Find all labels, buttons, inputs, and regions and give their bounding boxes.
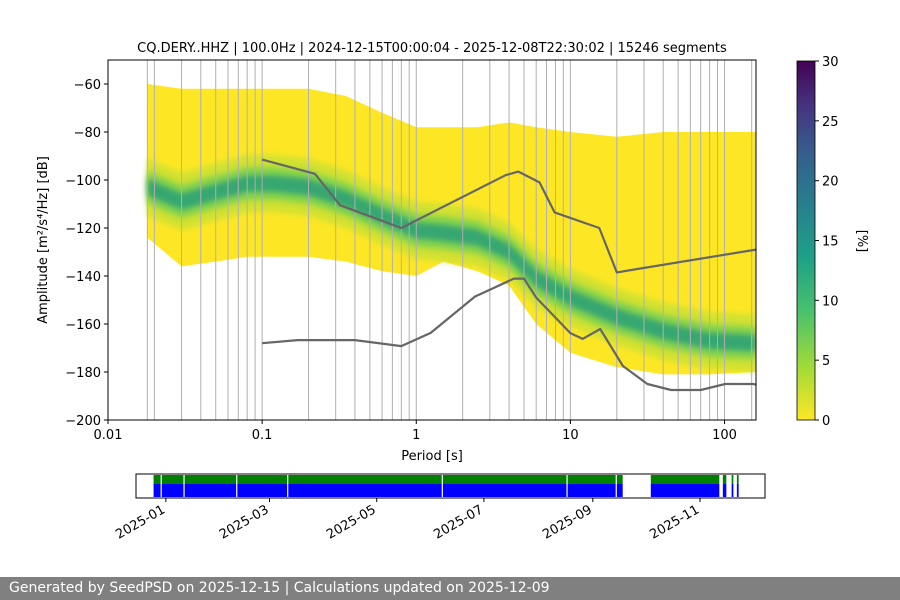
timeline-data-segment <box>736 484 739 497</box>
timeline-gap <box>287 475 289 497</box>
y-tick-label: −120 <box>65 222 101 237</box>
timeline-tick-label: 2025-09 <box>540 502 595 542</box>
timeline-data-segment <box>650 484 720 497</box>
timeline-psd-segment <box>736 475 739 484</box>
timeline-data-segment <box>153 484 623 497</box>
y-tick-label: −60 <box>74 78 101 93</box>
timeline-tick-label: 2025-05 <box>324 502 379 542</box>
colorbar-label: [%] <box>854 230 869 253</box>
x-tick-label: 0.01 <box>94 428 123 443</box>
timeline-tick-label: 2025-01 <box>113 502 168 542</box>
psd-heatmap <box>147 84 756 375</box>
timeline-tick-label: 2025-11 <box>647 502 702 542</box>
y-tick-label: −80 <box>74 126 101 141</box>
y-tick-label: −100 <box>65 174 101 189</box>
x-tick-label: 1 <box>412 428 420 443</box>
timeline-tick-label: 2025-07 <box>431 502 486 542</box>
y-tick-label: −200 <box>65 414 101 429</box>
chart-title: CQ.DERY..HHZ | 100.0Hz | 2024-12-15T00:0… <box>137 41 727 56</box>
timeline-availability <box>153 475 739 497</box>
colorbar-tick-label: 5 <box>822 354 830 369</box>
y-tick-label: −180 <box>65 366 101 381</box>
timeline-gap <box>160 475 162 497</box>
timeline-date-axis: 2025-01 2025-03 2025-05 2025-07 2025-09 2025-… <box>113 498 702 543</box>
x-tick-label: 10 <box>562 428 579 443</box>
x-axis: 0.01 0.1 1 10 100 <box>94 420 737 443</box>
timeline-psd-segment <box>731 475 734 484</box>
x-tick-label: 0.1 <box>252 428 273 443</box>
psd-band-core <box>147 175 756 352</box>
y-axis: −200 −180 −160 −140 −120 −100 −80 −60 <box>65 78 108 429</box>
noise-models <box>261 158 756 392</box>
timeline-gap <box>615 475 617 497</box>
vertical-gridlines <box>146 60 753 420</box>
colorbar-tick-label: 10 <box>822 294 839 309</box>
x-tick-label: 100 <box>712 428 737 443</box>
y-axis-label: Amplitude [m²/s⁴/Hz] [dB] <box>36 156 51 324</box>
plot-frame <box>107 59 757 421</box>
timeline-gap <box>566 475 568 497</box>
colorbar-tick-label: 20 <box>822 175 839 190</box>
timeline-frame <box>135 473 766 499</box>
timeline-tick-label: 2025-03 <box>217 502 272 542</box>
colorbar-tick-label: 30 <box>822 55 839 70</box>
x-axis-label: Period [s] <box>401 449 463 464</box>
noise-model-low-line <box>262 277 756 392</box>
timeline-gap <box>236 475 238 497</box>
timeline-psd-segment <box>153 475 623 484</box>
footer-generated-info: Generated by SeedPSD on 2025-12-15 | Cal… <box>0 577 900 600</box>
colorbar-tick-label: 25 <box>822 115 839 130</box>
timeline-data-segment <box>722 484 727 497</box>
timeline-data-segment <box>731 484 734 497</box>
psd-chart: CQ.DERY..HHZ | 100.0Hz | 2024-12-15T00:0… <box>36 41 869 543</box>
y-tick-label: −160 <box>65 318 101 333</box>
colorbar-tick-label: 0 <box>822 414 830 429</box>
timeline-gap <box>441 475 443 497</box>
colorbar <box>796 60 816 421</box>
timeline-psd-segment <box>650 475 720 484</box>
noise-model-high-line <box>261 158 756 274</box>
colorbar-axis: 0 5 10 15 20 25 30 <box>815 55 839 429</box>
y-tick-label: −140 <box>65 270 101 285</box>
colorbar-tick-label: 15 <box>822 235 839 250</box>
timeline-psd-segment <box>722 475 727 484</box>
timeline-gap <box>183 475 185 497</box>
